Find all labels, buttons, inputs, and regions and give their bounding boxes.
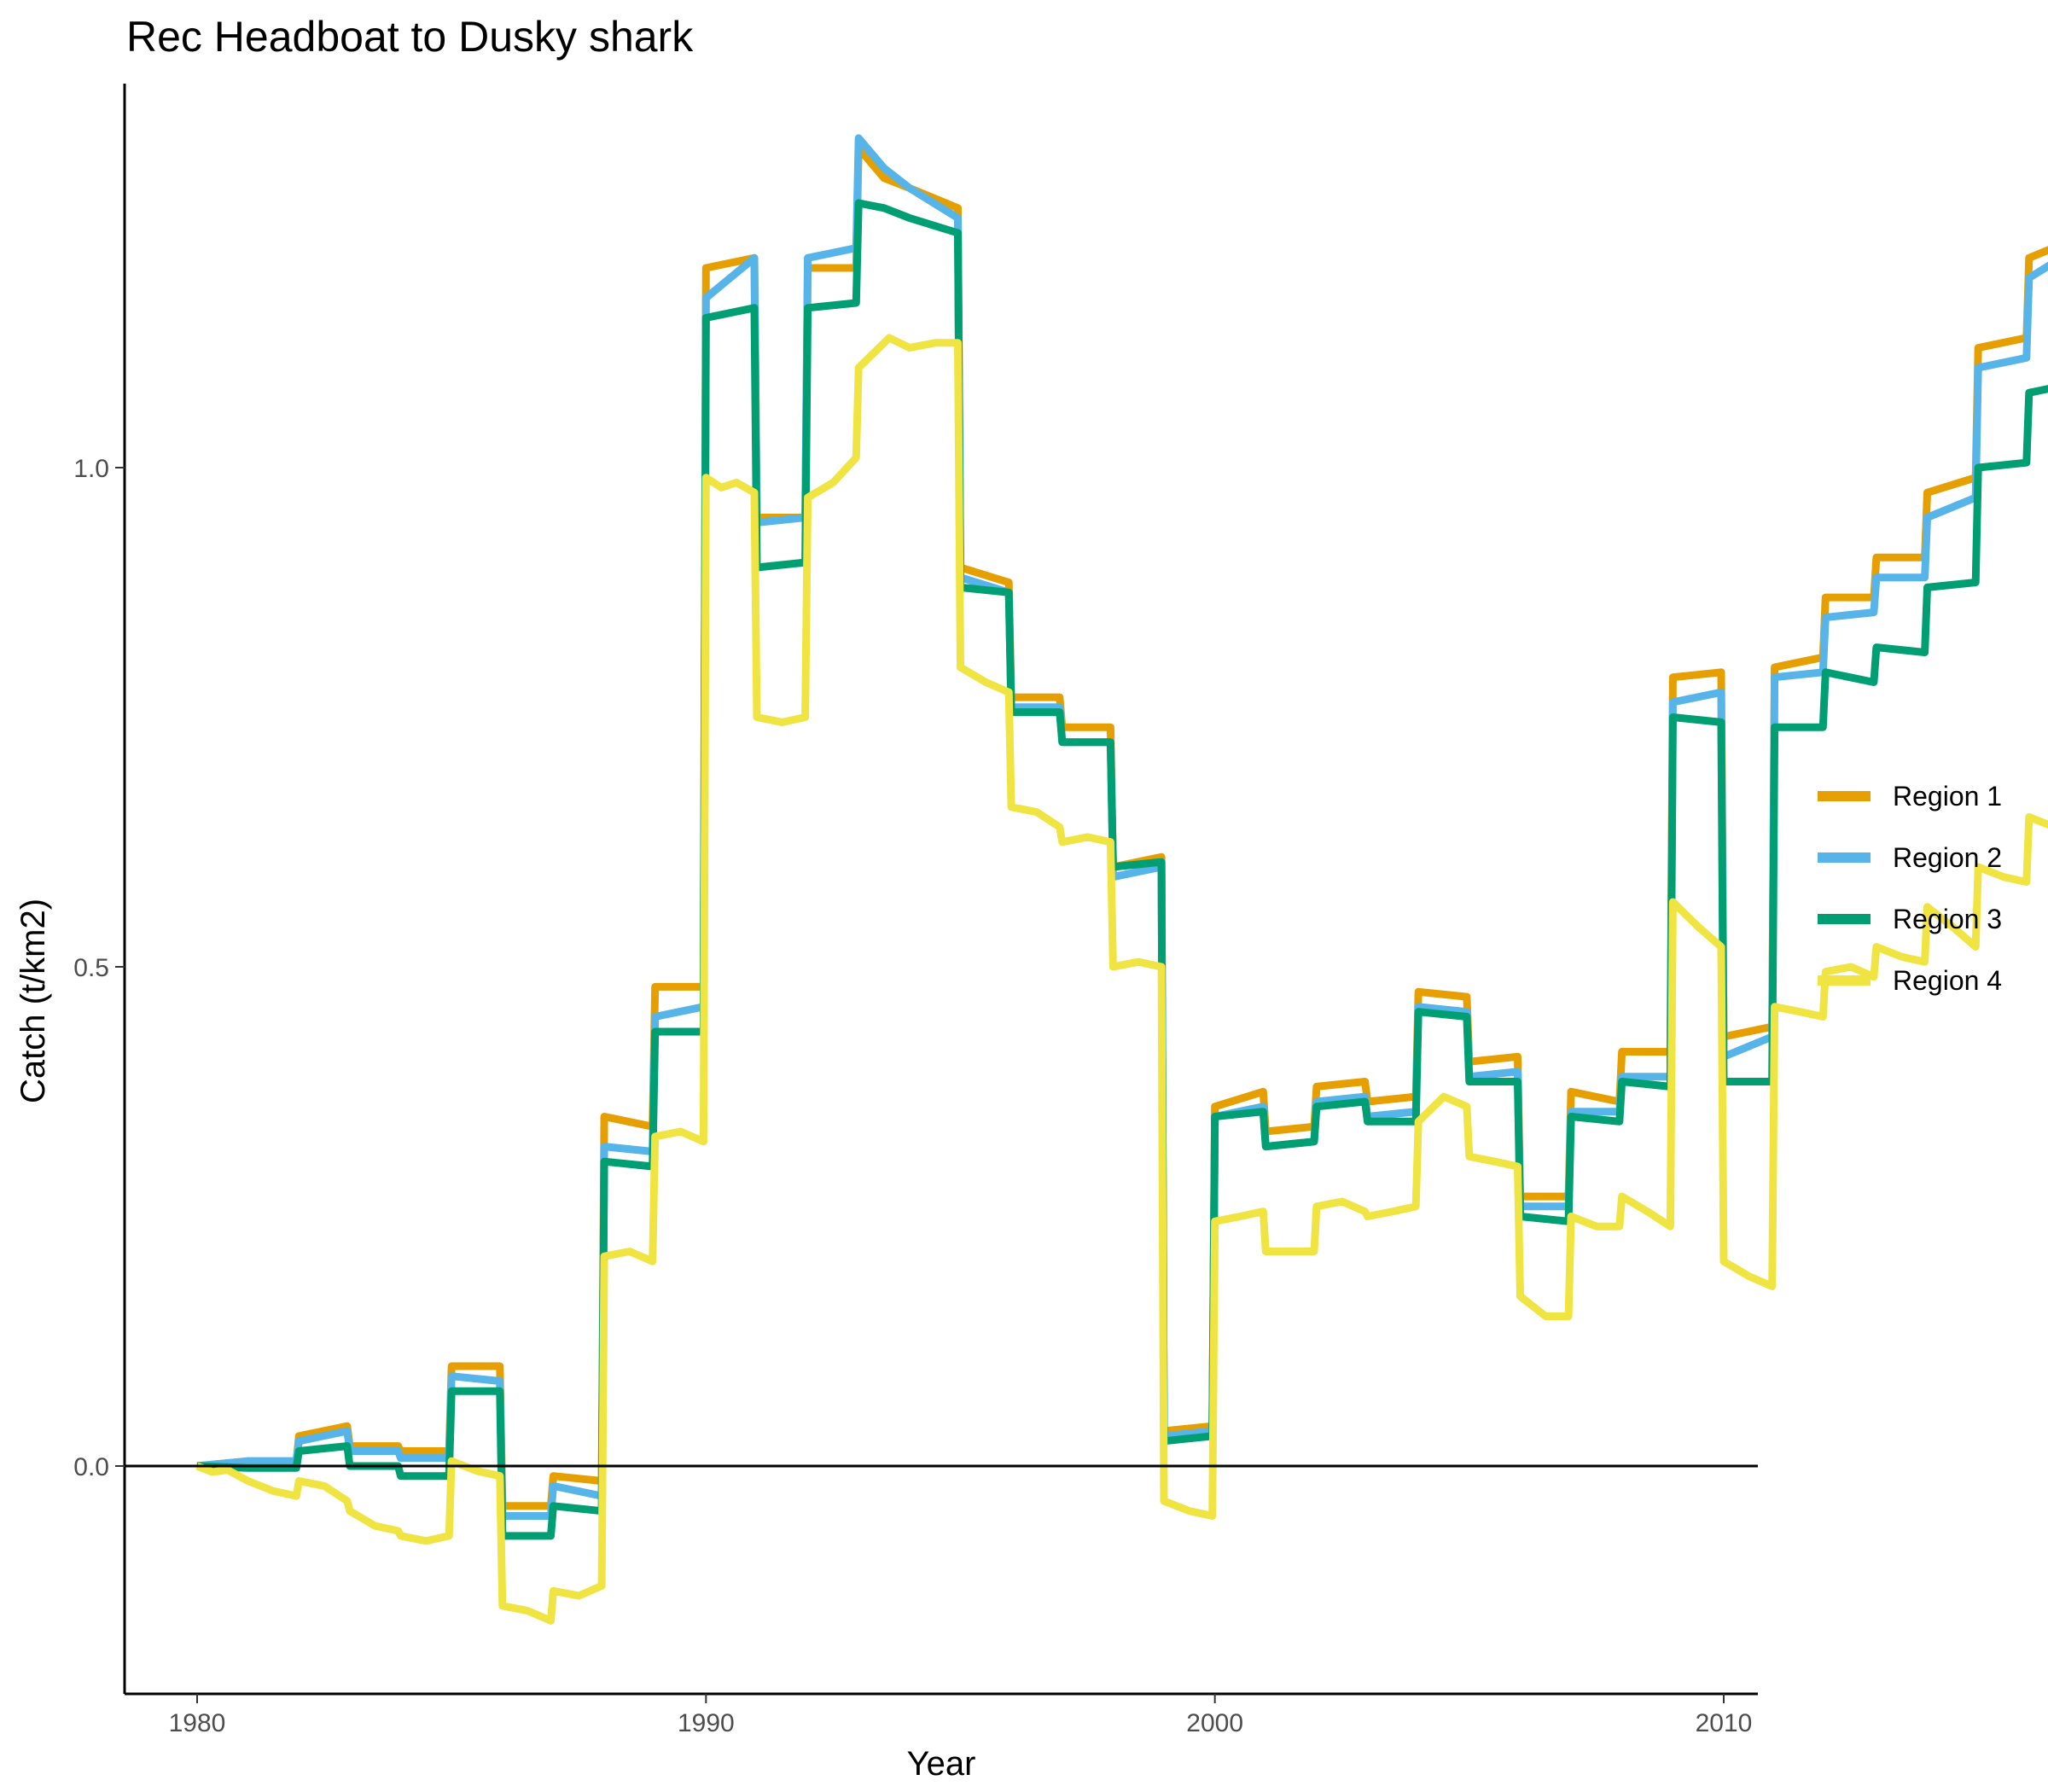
y-tick-label: 0.0 [73, 1453, 109, 1481]
y-axis-title: Catch (t/km2) [15, 899, 52, 1103]
x-tick-label: 1980 [169, 1709, 226, 1737]
legend: Region 1 Region 2 Region 3 Region 4 [1818, 781, 2002, 996]
y-tick-label: 0.5 [73, 954, 109, 982]
x-tick-label: 2000 [1186, 1709, 1243, 1737]
y-tick-label: 1.0 [73, 455, 109, 483]
legend-label: Region 1 [1893, 781, 2002, 812]
series-line-region-4 [195, 334, 2048, 1625]
legend-label: Region 3 [1893, 904, 2002, 934]
legend-label: Region 2 [1893, 842, 2002, 873]
x-tick-label: 2010 [1696, 1709, 1753, 1737]
chart-title: Rec Headboat to Dusky shark [126, 13, 694, 61]
series-line-region-3 [196, 199, 2048, 1540]
x-axis-ticks: 1980 1990 2000 2010 [169, 1694, 1753, 1737]
x-tick-label: 1990 [678, 1709, 735, 1737]
legend-label: Region 4 [1893, 965, 2002, 996]
y-axis-ticks: 0.0 0.5 1.0 [73, 455, 125, 1481]
x-axis-title: Year [907, 1745, 976, 1783]
series-layer [195, 134, 2048, 1625]
